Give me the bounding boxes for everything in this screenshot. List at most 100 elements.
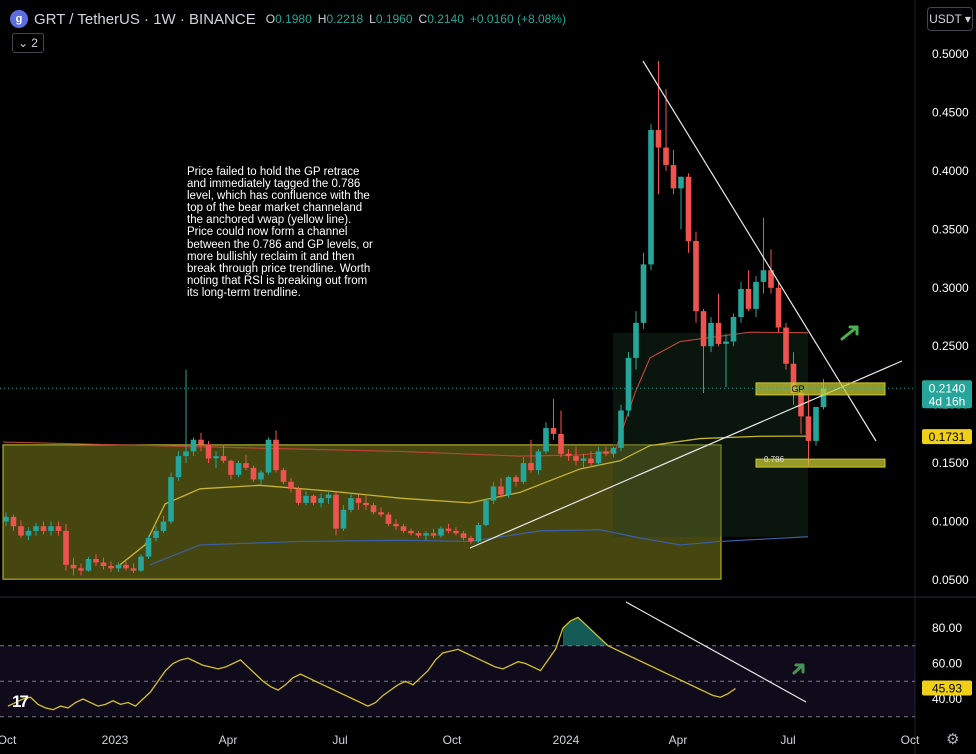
- vwap-price-tag-text: 0.1731: [929, 430, 966, 444]
- candle-body: [40, 526, 47, 531]
- rsi-tick-label: 80.00: [932, 621, 962, 635]
- candle-body: [535, 451, 542, 471]
- rsi-trendline: [625, 601, 807, 703]
- low-key: L: [369, 12, 376, 26]
- candle-body: [310, 495, 317, 503]
- candle-body: [768, 270, 774, 288]
- fib-786-label: 0.786: [764, 455, 785, 464]
- candle-body: [573, 456, 579, 461]
- time-tick-label: Apr: [669, 733, 688, 747]
- time-tick-label: Oct: [901, 733, 920, 747]
- candle-body: [183, 451, 189, 457]
- candle-body: [115, 564, 122, 569]
- candle-body: [415, 533, 422, 536]
- candle-body: [408, 530, 414, 534]
- candle-body: [363, 502, 369, 506]
- time-tick-label: 2023: [102, 733, 129, 747]
- last-price-tag-text: 4d 16h: [929, 394, 966, 408]
- candle-body: [805, 416, 812, 441]
- low-value: 0.1960: [375, 12, 413, 26]
- arrow-head: [848, 325, 859, 336]
- candle-body: [663, 147, 669, 166]
- candle-body: [3, 516, 9, 522]
- candle-body: [790, 363, 797, 393]
- candle-body: [708, 322, 714, 347]
- close-value: 0.2140: [427, 12, 464, 26]
- candle-body: [288, 481, 294, 489]
- candle-body: [760, 270, 767, 282]
- symbol-title[interactable]: GRT / TetherUS · 1W · BINANCE: [34, 10, 256, 28]
- time-tick-label: Oct: [443, 733, 462, 747]
- candle-body: [258, 472, 264, 480]
- arrow-head: [794, 663, 805, 674]
- gear-icon[interactable]: ⚙: [946, 731, 960, 748]
- candle-body: [723, 341, 729, 344]
- candle-body: [468, 537, 474, 542]
- candle-body: [618, 410, 624, 448]
- up-arrow-icon: [840, 325, 859, 341]
- candle-body: [678, 176, 684, 189]
- price-tick-label: 0.3000: [932, 281, 969, 295]
- open-key: O: [265, 12, 276, 26]
- candle-body: [355, 498, 362, 503]
- vwap-price-tag: 0.1731: [922, 429, 972, 445]
- range-box: [2, 444, 722, 580]
- candle-body: [235, 463, 242, 475]
- candle-body: [85, 558, 92, 571]
- anchored-vwap-line: [119, 435, 809, 566]
- candle-body: [483, 500, 489, 526]
- candle-body: [108, 565, 114, 569]
- candle-body: [453, 530, 459, 534]
- candle-body: [55, 526, 62, 531]
- candle-body: [588, 458, 594, 464]
- change-value: +0.0160 (+8.08%): [469, 12, 566, 26]
- candle-body: [580, 458, 587, 461]
- price-tick-label: 0.1000: [932, 515, 969, 529]
- rsi-overbought-fill: [563, 617, 608, 646]
- price-tick-label: 0.3500: [932, 222, 969, 236]
- candle-body: [385, 514, 392, 524]
- rsi-tick-label: 60.00: [932, 657, 962, 671]
- candle-body: [648, 129, 654, 265]
- candle-body: [348, 498, 354, 510]
- candle-body: [33, 526, 39, 531]
- descending-trendline: [642, 60, 877, 442]
- symbol-logo-icon: g: [10, 10, 28, 28]
- candle-body: [783, 327, 789, 364]
- candle-body: [370, 505, 377, 513]
- candle-body: [490, 486, 497, 501]
- candle-body: [753, 281, 759, 309]
- currency-label: USDT: [929, 12, 962, 26]
- candle-body: [625, 357, 632, 411]
- currency-button[interactable]: USDT ▾: [927, 7, 973, 31]
- price-tick-label: 0.0500: [932, 573, 969, 587]
- candle-body: [280, 470, 287, 482]
- candle-body: [70, 564, 77, 569]
- last-price-tag-text: 0.2140: [929, 381, 966, 395]
- rsi-value-label: 45.93: [932, 681, 962, 695]
- candle-body: [160, 521, 167, 531]
- candle-body: [475, 525, 482, 542]
- candle-body: [565, 453, 572, 457]
- time-tick-label: Oct: [0, 733, 17, 747]
- price-tick-label: 0.4500: [932, 105, 969, 119]
- candle-body: [340, 509, 347, 529]
- candle-body: [730, 317, 737, 342]
- candle-body: [438, 528, 444, 536]
- time-tick-label: Apr: [219, 733, 238, 747]
- candle-body: [700, 311, 707, 347]
- chevron-down-icon: ▾: [964, 12, 971, 26]
- candle-body: [265, 439, 272, 473]
- candle-body: [670, 165, 677, 189]
- candle-body: [243, 463, 249, 468]
- indicators-toggle-button[interactable]: ⌄ 2: [12, 33, 44, 53]
- time-tick-label: Jul: [332, 733, 347, 747]
- channel-lower-line: [149, 529, 809, 566]
- candle-body: [640, 264, 647, 323]
- price-tick-label: 0.5000: [932, 47, 969, 61]
- annotation-note[interactable]: Price failed to hold the GP retrace and …: [187, 166, 373, 299]
- rsi-value-tag: [922, 680, 972, 696]
- candle-body: [423, 533, 429, 536]
- candle-body: [775, 287, 782, 328]
